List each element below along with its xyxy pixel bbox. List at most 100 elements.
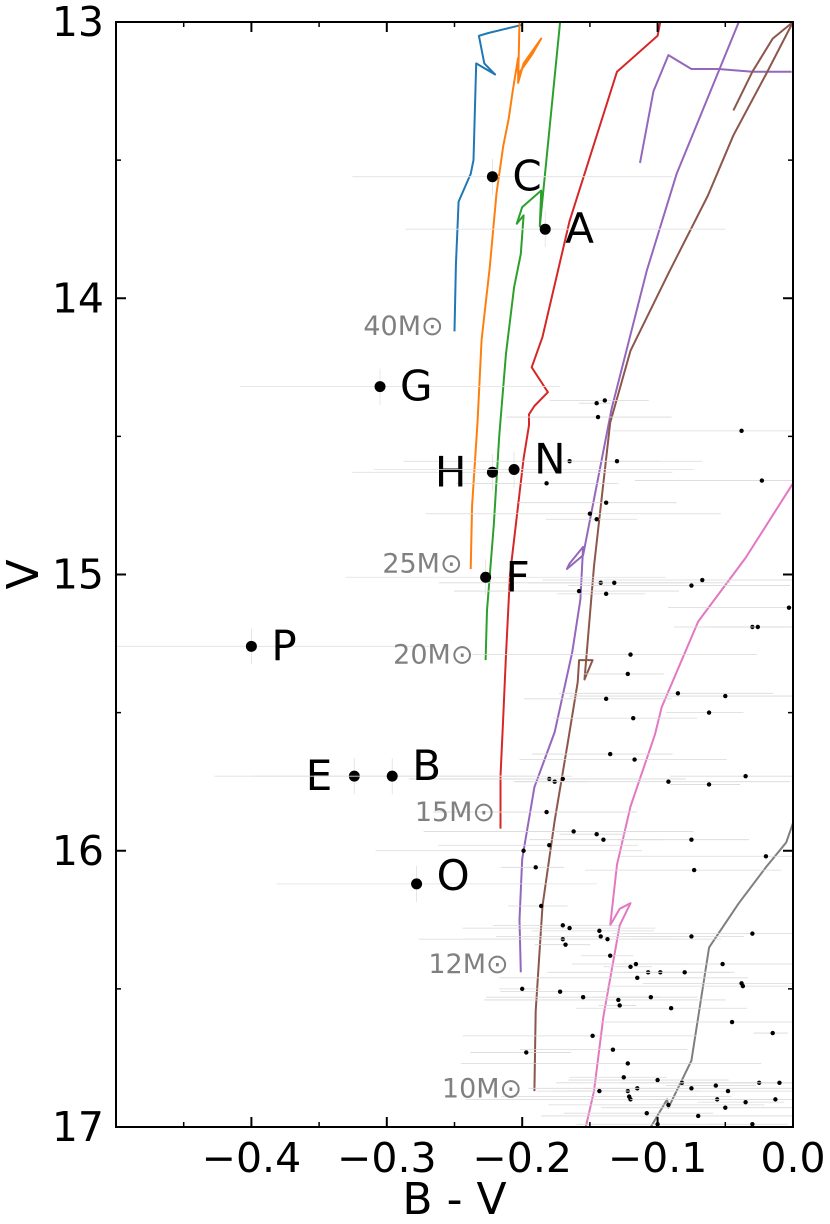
field-star-point bbox=[521, 848, 526, 853]
field-star-point bbox=[567, 925, 572, 931]
field-star-point bbox=[576, 588, 582, 594]
x-tick-label: −0.3 bbox=[337, 1134, 437, 1182]
field-star-point bbox=[533, 865, 538, 870]
field-star-point bbox=[666, 779, 671, 784]
field-star-point bbox=[750, 931, 755, 936]
field-star-point bbox=[594, 401, 599, 406]
y-tick-label: 13 bbox=[52, 0, 104, 46]
field-star-point bbox=[560, 923, 566, 928]
field-star-point bbox=[628, 964, 633, 969]
field-star-point bbox=[773, 1097, 778, 1102]
mass-labels-layer: 40M⊙ 25M⊙ 20M⊙ 15M⊙ 12M⊙ 10M⊙ bbox=[363, 311, 522, 1104]
field-star-point bbox=[631, 715, 636, 721]
field-star-point bbox=[598, 934, 603, 939]
star-point-P bbox=[245, 640, 257, 652]
star-label-O: O bbox=[437, 851, 470, 900]
field-star-point bbox=[547, 843, 552, 848]
field-star-point bbox=[635, 975, 640, 981]
isochrone-line bbox=[584, 482, 794, 1128]
field-star-point bbox=[520, 986, 525, 992]
field-star-point bbox=[770, 1030, 775, 1036]
field-star-point bbox=[723, 693, 728, 699]
field-star-point bbox=[675, 691, 681, 696]
field-star-point bbox=[725, 1088, 731, 1094]
field-star-point bbox=[614, 459, 620, 464]
mass-label: 20M⊙ bbox=[393, 640, 473, 671]
field-star-point bbox=[682, 970, 687, 975]
field-star-point bbox=[603, 500, 609, 505]
field-star-point bbox=[759, 478, 765, 483]
field-star-point bbox=[743, 773, 748, 779]
field-star-point bbox=[696, 1113, 701, 1119]
field-star-point bbox=[601, 837, 606, 842]
field-star-point bbox=[713, 1083, 719, 1088]
mass-label: 10M⊙ bbox=[442, 1073, 522, 1104]
labeled-stars-layer: CA GH N F P E B O bbox=[116, 152, 726, 902]
field-star-point bbox=[723, 1105, 728, 1110]
axis-ticks-layer: −0.4 −0.3 −0.2 −0.1 0.0 13 14 15 16 17 bbox=[52, 0, 826, 1182]
star-point-H bbox=[486, 466, 498, 478]
field-star-point bbox=[786, 605, 792, 610]
field-star-point bbox=[648, 994, 654, 1000]
field-star-point bbox=[706, 710, 712, 715]
field-star-point bbox=[544, 809, 549, 815]
field-star-point bbox=[689, 934, 694, 939]
star-label-H: H bbox=[435, 447, 467, 496]
field-star-point bbox=[597, 1088, 602, 1094]
isochrone-line bbox=[453, 23, 523, 332]
mass-label: 12M⊙ bbox=[428, 949, 508, 980]
field-star-point bbox=[595, 414, 601, 420]
star-point-G bbox=[374, 381, 386, 393]
field-star-point bbox=[590, 1033, 595, 1039]
field-star-point bbox=[644, 1110, 649, 1116]
field-star-point bbox=[610, 1047, 616, 1052]
isochrone-line bbox=[469, 21, 543, 570]
field-star-point bbox=[689, 837, 694, 842]
field-star-point bbox=[655, 1077, 660, 1083]
field-star-point bbox=[538, 903, 544, 909]
field-star-point bbox=[625, 671, 631, 677]
field-star-point bbox=[605, 936, 610, 942]
field-star-point bbox=[544, 481, 549, 486]
isochrone-series-layer bbox=[453, 21, 794, 1128]
field-star-point bbox=[597, 928, 602, 934]
field-star-point bbox=[632, 757, 637, 762]
y-tick-label: 17 bbox=[52, 1103, 104, 1151]
field-star-point bbox=[563, 942, 568, 947]
isochrone-line bbox=[639, 54, 792, 164]
field-star-point bbox=[603, 591, 609, 597]
star-point-A bbox=[539, 223, 551, 235]
star-label-F: F bbox=[506, 552, 530, 601]
field-star-point bbox=[777, 1080, 782, 1086]
field-star-point bbox=[560, 776, 566, 782]
field-star-point bbox=[743, 1099, 748, 1105]
star-point-N bbox=[508, 464, 520, 476]
star-point-B bbox=[386, 770, 398, 782]
field-star-point bbox=[763, 854, 769, 859]
field-stars-layer bbox=[375, 398, 793, 1127]
star-label-C: C bbox=[512, 152, 541, 201]
star-point-C bbox=[486, 171, 498, 183]
x-tick-label: 0.0 bbox=[760, 1134, 825, 1182]
field-star-point bbox=[739, 428, 744, 434]
field-star-point bbox=[689, 1086, 694, 1091]
field-star-point bbox=[700, 577, 705, 583]
mass-label: 25M⊙ bbox=[382, 548, 462, 579]
field-star-point bbox=[628, 652, 633, 657]
field-star-point bbox=[594, 831, 599, 837]
mass-label: 15M⊙ bbox=[415, 797, 495, 828]
field-star-point bbox=[668, 1006, 674, 1011]
field-star-point bbox=[608, 751, 613, 757]
field-star-point bbox=[755, 624, 760, 630]
x-tick-label: −0.1 bbox=[608, 1134, 708, 1182]
field-star-point bbox=[750, 1122, 755, 1127]
field-star-point bbox=[616, 997, 621, 1003]
field-star-point bbox=[608, 953, 613, 958]
field-star-point bbox=[633, 961, 639, 967]
isochrone-line bbox=[732, 21, 794, 111]
star-label-G: G bbox=[400, 362, 433, 411]
y-tick-label: 14 bbox=[52, 274, 104, 322]
y-tick-label: 15 bbox=[52, 551, 104, 599]
x-axis-title: B - V bbox=[402, 1174, 506, 1224]
